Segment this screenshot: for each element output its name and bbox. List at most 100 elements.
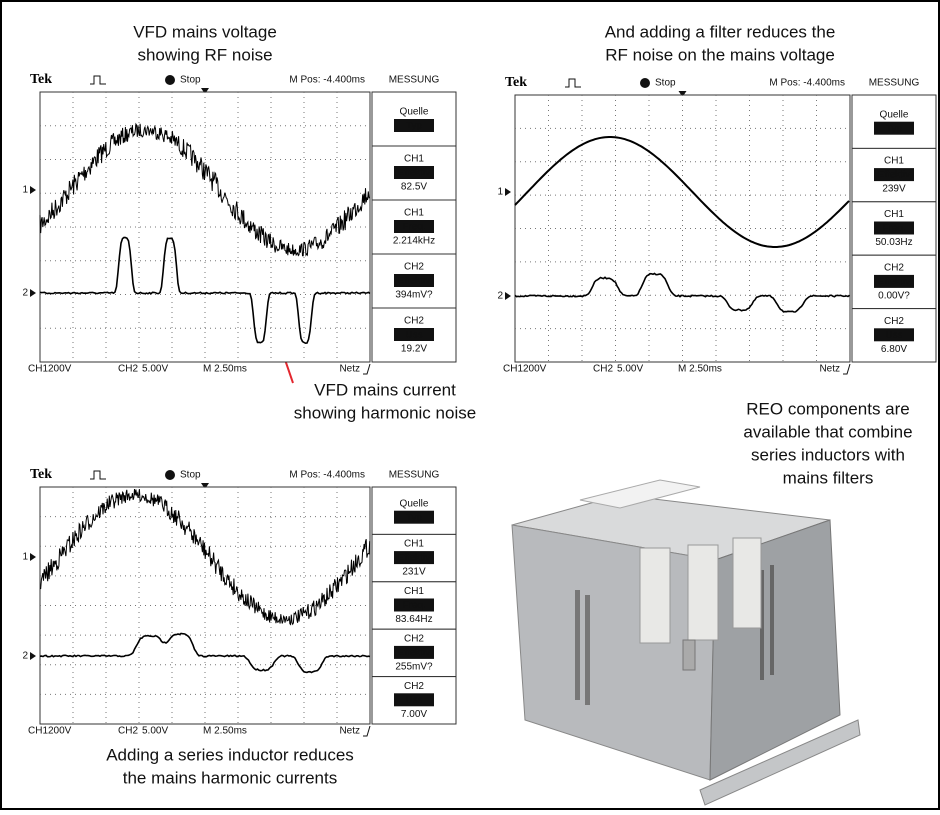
menu-value: 2.214kHz [393, 236, 435, 247]
menu-label: CH2 [884, 263, 904, 274]
menu-highlight-bg [394, 119, 434, 132]
caption-line: RF noise on the mains voltage [605, 45, 835, 64]
footer-label: 200V [523, 364, 547, 375]
menu-label: CH1 [404, 154, 424, 165]
menu-highlight-bg [394, 220, 434, 233]
oscilloscope: Tek Stop M Pos: -4.400ms MESSUNG 1 2 Quelle Typ… [497, 75, 937, 375]
menu-label: Quelle [400, 107, 429, 118]
caption-line: the mains harmonic currents [123, 768, 337, 787]
ch1-trace [39, 488, 371, 626]
footer-label: 200V [48, 726, 72, 737]
caption-line: Adding a series inductor reduces [106, 745, 354, 764]
menu-highlight-bg [394, 645, 434, 659]
oscilloscope: Tek Stop M Pos: -4.400ms MESSUNG 1 2 Quelle Typ… [22, 72, 457, 375]
channel-arrow [30, 186, 36, 194]
caption-line: available that combine [743, 422, 912, 441]
trigger-icon [565, 78, 581, 88]
menu-title: MESSUNG [389, 75, 440, 86]
footer-label: M 2.50ms [678, 364, 722, 375]
menu-highlight: Freq. [882, 223, 905, 234]
scope-status: Stop [180, 470, 201, 481]
ch2-trace [39, 236, 371, 345]
menu-highlight: Freq. [402, 600, 425, 611]
menu-highlight: Uss [885, 330, 902, 341]
menu-value: 0.00V? [878, 291, 910, 302]
footer-label: CH1 [503, 364, 523, 375]
slope-icon [363, 363, 371, 375]
ch1-trace [39, 122, 370, 257]
menu-value: 255mV? [395, 662, 433, 673]
trigger-icon [90, 470, 106, 480]
stop-dot [165, 75, 175, 85]
menu-label: CH1 [884, 156, 904, 167]
menu-highlight-bg [394, 551, 434, 565]
caption-line: VFD mains voltage [133, 22, 277, 41]
menu-highlight: Typ [886, 123, 903, 134]
menu-highlight-bg [874, 328, 914, 342]
menu-value: 50.03Hz [875, 237, 912, 248]
scope-position: M Pos: -4.400ms [769, 78, 845, 89]
menu-label: CH1 [404, 586, 424, 597]
menu-label: CH2 [404, 262, 424, 273]
menu-value: 83.64Hz [395, 614, 432, 625]
menu-box [371, 91, 457, 147]
footer-label: 5.00V [142, 726, 168, 737]
menu-highlight-bg [394, 693, 434, 707]
footer-label: 5.00V [617, 364, 643, 375]
menu-highlight: Effektiv [398, 553, 431, 564]
slope-icon [843, 363, 851, 375]
menu-label: CH2 [404, 681, 424, 692]
channel-marker: 1 [497, 187, 503, 198]
caption-line: mains filters [783, 468, 874, 487]
scope-brand: Tek [505, 75, 527, 90]
stop-dot [640, 78, 650, 88]
menu-highlight-bg [874, 121, 914, 135]
menu-value: 231V [402, 567, 426, 578]
menu-highlight: Uss [405, 330, 422, 341]
scope-position: M Pos: -4.400ms [289, 75, 365, 86]
menu-label: Quelle [880, 109, 909, 120]
menu-highlight-bg [874, 168, 914, 182]
product-photo [511, 479, 861, 806]
menu-title: MESSUNG [869, 78, 920, 89]
channel-marker: 2 [22, 288, 28, 299]
menu-value: 7.00V [401, 709, 427, 720]
menu-highlight: Effektiv [398, 648, 431, 659]
menu-value: 6.80V [881, 344, 907, 355]
menu-value: 82.5V [401, 182, 427, 193]
menu-title: MESSUNG [389, 470, 440, 481]
caption-line: series inductors with [751, 445, 905, 464]
footer-label: CH2 [118, 364, 138, 375]
menu-highlight: Freq. [402, 222, 425, 233]
footer-label: 200V [48, 364, 72, 375]
menu-highlight-bg [874, 274, 914, 288]
channel-arrow [505, 292, 511, 300]
channel-arrow [505, 188, 511, 196]
menu-highlight: Effektiv [398, 168, 431, 179]
trigger-marker [201, 483, 209, 489]
menu-highlight: Effektiv [398, 276, 431, 287]
menu-highlight-bg [394, 510, 434, 524]
scope-position: M Pos: -4.400ms [289, 470, 365, 481]
menu-label: CH1 [404, 539, 424, 550]
caption-line: VFD mains current [314, 380, 456, 399]
scope-brand: Tek [30, 72, 52, 87]
scope-status: Stop [180, 75, 201, 86]
channel-arrow [30, 289, 36, 297]
menu-label: CH1 [884, 209, 904, 220]
menu-highlight-bg [874, 221, 914, 235]
menu-highlight: Effektiv [878, 277, 911, 288]
stop-dot [165, 470, 175, 480]
caption-line: showing harmonic noise [294, 403, 476, 422]
footer-label: CH1 [28, 364, 48, 375]
caption-line: REO components are [746, 399, 909, 418]
menu-highlight: Typ [406, 121, 423, 132]
ch2-trace [39, 632, 371, 674]
footer-label: CH2 [118, 726, 138, 737]
ch2-trace [514, 272, 850, 313]
slope-icon [363, 725, 371, 737]
channel-marker: 1 [22, 185, 28, 196]
menu-highlight-bg [394, 598, 434, 612]
menu-highlight-bg [394, 328, 434, 341]
menu-label: CH2 [404, 316, 424, 327]
